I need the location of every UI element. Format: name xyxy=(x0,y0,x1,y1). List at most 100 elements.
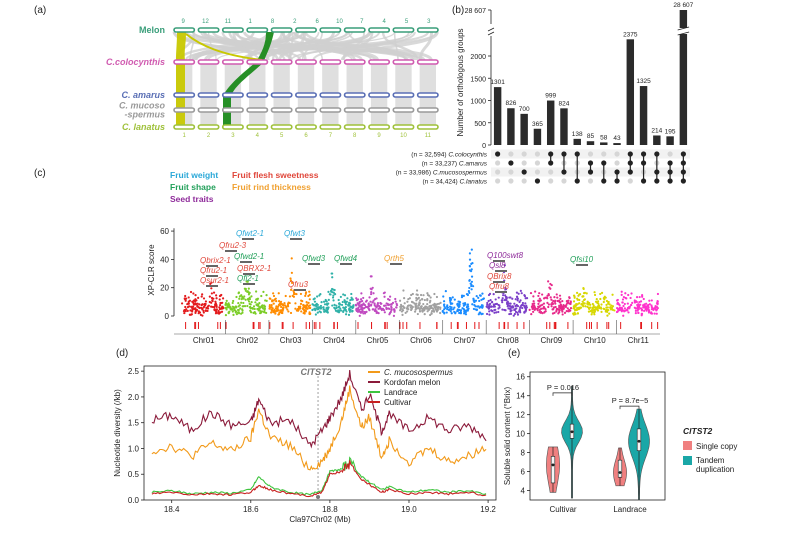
qtl-label: Q100swt8 xyxy=(487,251,524,260)
bar-value-label: 1325 xyxy=(636,78,651,85)
point-Chr10 xyxy=(597,300,600,303)
point-Chr05 xyxy=(370,291,373,294)
point-Chr03 xyxy=(304,294,307,297)
point-Chr02 xyxy=(243,295,246,298)
point-Chr02 xyxy=(247,300,251,303)
point-Chr01 xyxy=(192,303,195,306)
point-Chr04 xyxy=(327,290,330,293)
bar-value-label: 700 xyxy=(519,106,530,113)
point-Chr07 xyxy=(470,280,474,283)
legend-swatch-single xyxy=(683,441,692,450)
point-Chr10 xyxy=(613,309,616,312)
point-Chr08 xyxy=(501,299,504,302)
point-Chr08 xyxy=(524,310,527,313)
point-Chr01 xyxy=(197,310,200,313)
synteny-block xyxy=(297,64,315,93)
legend-label: Landrace xyxy=(384,388,418,397)
chromosome-amarus xyxy=(416,92,439,98)
point-Chr05 xyxy=(392,314,396,317)
point-Chr11 xyxy=(622,295,625,299)
point-Chr02 xyxy=(225,299,228,302)
qtl-label: Qfwt3 xyxy=(284,229,305,238)
chromosome-colocynthis xyxy=(221,59,244,65)
point-Chr06 xyxy=(410,304,413,307)
point-Chr02 xyxy=(265,294,268,297)
point-Chr03 xyxy=(299,302,303,305)
synteny-band-yellow-thin xyxy=(185,33,263,61)
point-Chr08 xyxy=(524,302,527,305)
point-Chr05 xyxy=(359,300,362,303)
point-Chr06 xyxy=(423,298,426,302)
point-Chr03 xyxy=(280,305,283,309)
point-Chr05 xyxy=(369,292,373,296)
point-Chr06 xyxy=(407,308,410,311)
point-Chr01 xyxy=(194,298,197,301)
point-Chr01 xyxy=(201,293,204,296)
point-Chr01 xyxy=(188,313,191,316)
y-axis-label: XP-CLR score xyxy=(147,244,156,296)
point-Chr09 xyxy=(538,292,541,295)
point-Chr06 xyxy=(428,305,431,308)
point-Chr11 xyxy=(633,306,636,309)
point-Chr10 xyxy=(605,299,609,303)
point-Chr09 xyxy=(534,290,537,293)
synteny-link-melon xyxy=(232,31,253,61)
point-Chr04 xyxy=(343,300,347,303)
point-Chr08 xyxy=(485,312,489,316)
bar xyxy=(613,143,621,145)
point-Chr01 xyxy=(188,299,192,302)
point-Chr08 xyxy=(525,297,529,300)
y-tick-label: 0 xyxy=(482,143,486,150)
point-Chr04 xyxy=(330,272,333,275)
point-Chr08 xyxy=(517,292,520,295)
synteny-block xyxy=(297,112,315,125)
point-Chr09 xyxy=(539,304,543,307)
chromosome-lanatus xyxy=(416,124,439,130)
bar xyxy=(493,87,502,145)
synteny-block xyxy=(273,112,290,125)
point-Chr01 xyxy=(210,287,213,290)
point-Chr08 xyxy=(515,295,519,298)
lanatus-chr-number: 4 xyxy=(256,133,260,139)
point-Chr01 xyxy=(204,309,207,312)
point-Chr08 xyxy=(519,299,522,302)
point-Chr01 xyxy=(210,305,213,308)
point-Chr08 xyxy=(525,304,528,307)
point-Chr10 xyxy=(574,308,577,312)
point-Chr04 xyxy=(334,309,338,312)
lanatus-chr-number: 2 xyxy=(207,133,211,139)
point-Chr10 xyxy=(581,300,584,303)
point-Chr02 xyxy=(261,304,264,307)
lanatus-chr-number: 5 xyxy=(280,133,284,139)
point-Chr09 xyxy=(556,296,559,299)
point-Chr05 xyxy=(395,306,398,309)
point-Chr03 xyxy=(291,294,294,297)
point-Chr03 xyxy=(307,294,310,298)
point-Chr08 xyxy=(516,297,519,300)
point-Chr02 xyxy=(234,305,237,308)
pvalue-label: P = 0.016 xyxy=(547,383,579,392)
synteny-block xyxy=(200,97,217,108)
point-Chr08 xyxy=(494,308,497,311)
point-Chr06 xyxy=(429,307,432,310)
point-Chr06 xyxy=(424,305,427,308)
point-Chr07 xyxy=(466,305,469,308)
point-Chr01 xyxy=(207,304,210,307)
point-Chr01 xyxy=(213,306,216,309)
point-Chr08 xyxy=(513,308,516,312)
point-Chr03 xyxy=(278,302,282,305)
chromosome-mucosospermus xyxy=(319,107,342,113)
point-Chr10 xyxy=(606,314,609,317)
point-Chr09 xyxy=(564,304,567,308)
matrix-dot xyxy=(601,151,607,157)
point-Chr08 xyxy=(523,304,526,307)
point-Chr05 xyxy=(369,300,372,303)
point-Chr07 xyxy=(471,303,474,306)
lanatus-chr-number: 1 xyxy=(183,133,187,139)
point-Chr09 xyxy=(559,297,562,300)
point-Chr09 xyxy=(538,297,541,300)
qtl-label: Qfwt2-1 xyxy=(236,229,264,238)
point-Chr11 xyxy=(624,292,627,295)
panel-c-label: (c) xyxy=(34,168,46,179)
matrix-dot xyxy=(534,151,541,157)
